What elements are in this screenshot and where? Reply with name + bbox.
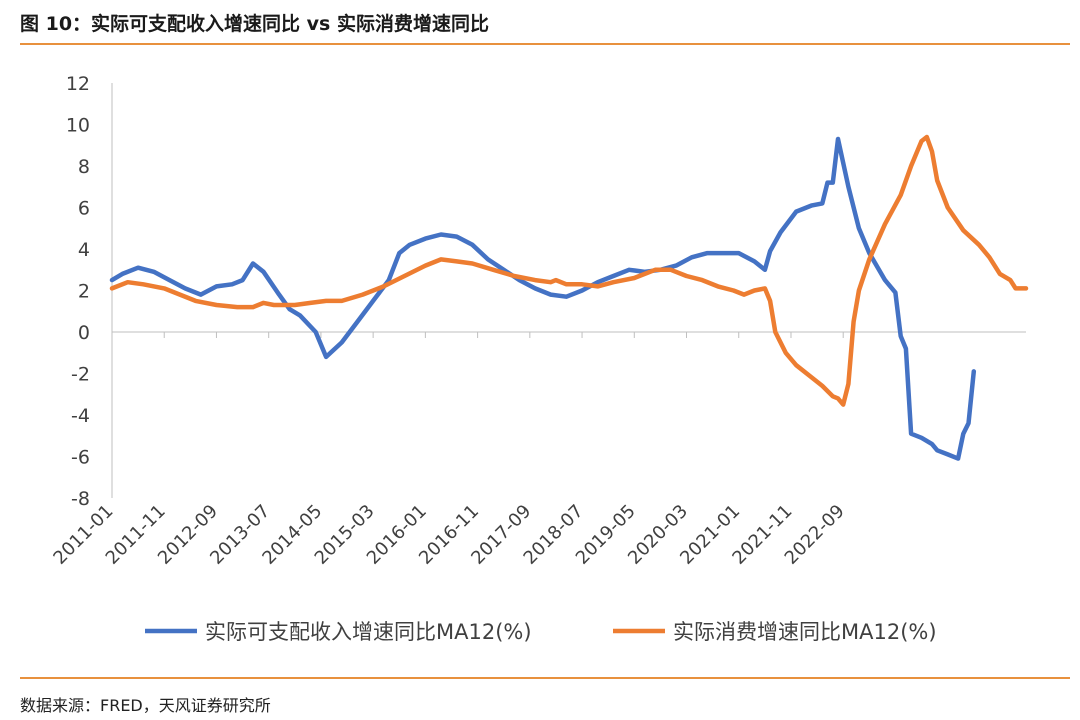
y-tick-label: -6: [71, 447, 90, 469]
y-tick-label: 0: [78, 322, 90, 344]
top-divider: [20, 43, 1070, 45]
source-note: 数据来源：FRED，天风证券研究所: [20, 696, 271, 715]
y-tick-label: 8: [78, 156, 90, 178]
series-line-income: [109, 136, 977, 461]
y-tick-label: 10: [66, 115, 90, 137]
y-tick-label: 4: [78, 239, 90, 261]
legend-label-consumption: 实际消费增速同比MA12(%): [673, 620, 937, 644]
legend-label-income: 实际可支配收入增速同比MA12(%): [205, 620, 532, 644]
y-tick-label: -2: [71, 364, 90, 386]
line-chart: -8-6-4-20246810122011-012011-112012-0920…: [49, 73, 1029, 644]
y-tick-label: -4: [71, 405, 90, 427]
y-tick-label: 6: [78, 198, 90, 220]
series-line-consumption: [109, 134, 1029, 407]
bottom-divider: [20, 677, 1070, 679]
y-tick-label: -8: [71, 488, 90, 510]
y-tick-label: 12: [66, 73, 90, 95]
figure-title: 图 10：实际可支配收入增速同比 vs 实际消费增速同比: [20, 13, 489, 35]
y-tick-label: 2: [78, 281, 90, 303]
